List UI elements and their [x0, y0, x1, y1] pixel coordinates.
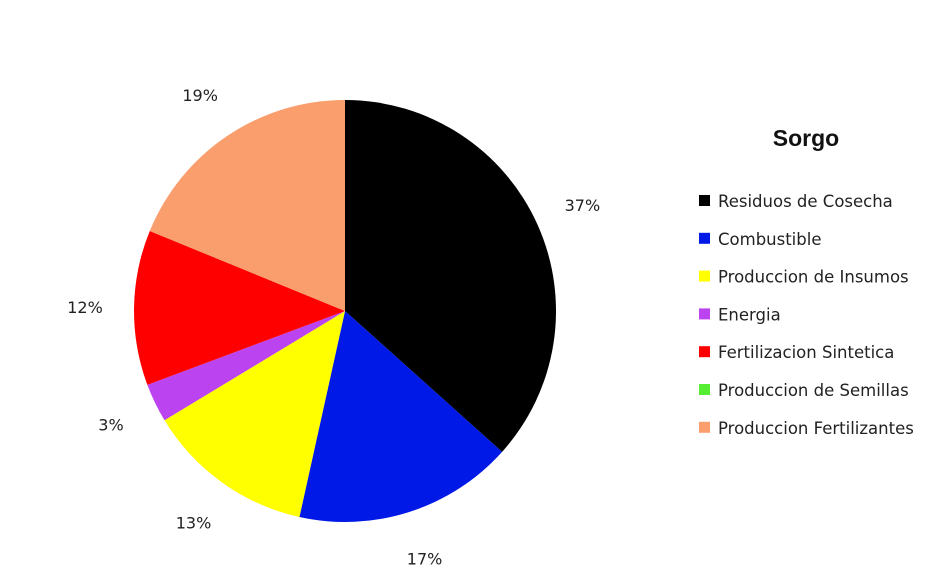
legend-label-residuos-de-cosecha: Residuos de Cosecha: [718, 192, 893, 211]
legend-label-energia: Energia: [718, 305, 781, 324]
legend-swatch-produccion-de-insumos: [699, 270, 710, 282]
data-label-produccion-de-insumos: 13%: [176, 513, 212, 532]
data-label-fertilizacion-sintetica: 12%: [67, 298, 103, 317]
pie-slices: [134, 100, 556, 522]
legend-swatch-fertilizacion-sintetica: [699, 346, 710, 358]
legend: Residuos de Cosecha Combustible Produccion…: [699, 192, 914, 438]
legend-swatch-produccion-de-semillas: [699, 384, 710, 395]
legend-swatch-residuos-de-cosecha: [699, 195, 710, 206]
legend-label-produccion-de-semillas: Produccion de Semillas: [718, 381, 909, 400]
legend-swatch-produccion-fertilizantes: [699, 421, 710, 433]
legend-swatch-energia: [699, 308, 710, 320]
slice-residuos-de-cosecha: [345, 100, 556, 452]
data-label-residuos-de-cosecha: 37%: [565, 196, 601, 215]
data-label-produccion-fertilizantes: 19%: [182, 86, 218, 105]
chart-title: Sorgo: [773, 125, 839, 151]
legend-label-fertilizacion-sintetica: Fertilizacion Sintetica: [718, 343, 894, 362]
slice-energia: [147, 311, 345, 421]
legend-label-combustible: Combustible: [718, 230, 821, 249]
pie-labels: 37% 17% 13% 3% 12% 19%: [67, 86, 600, 568]
data-label-energia: 3%: [98, 415, 123, 434]
slice-produccion-fertilizantes: [149, 100, 345, 311]
slice-combustible: [299, 311, 503, 522]
legend-swatch-combustible: [699, 232, 710, 244]
slice-produccion-de-insumos: [164, 311, 345, 518]
data-label-combustible: 17%: [407, 550, 443, 569]
slice-fertilizacion-sintetica: [134, 231, 345, 385]
legend-label-produccion-fertilizantes: Produccion Fertilizantes: [718, 419, 914, 438]
legend-label-produccion-de-insumos: Produccion de Insumos: [718, 268, 909, 287]
